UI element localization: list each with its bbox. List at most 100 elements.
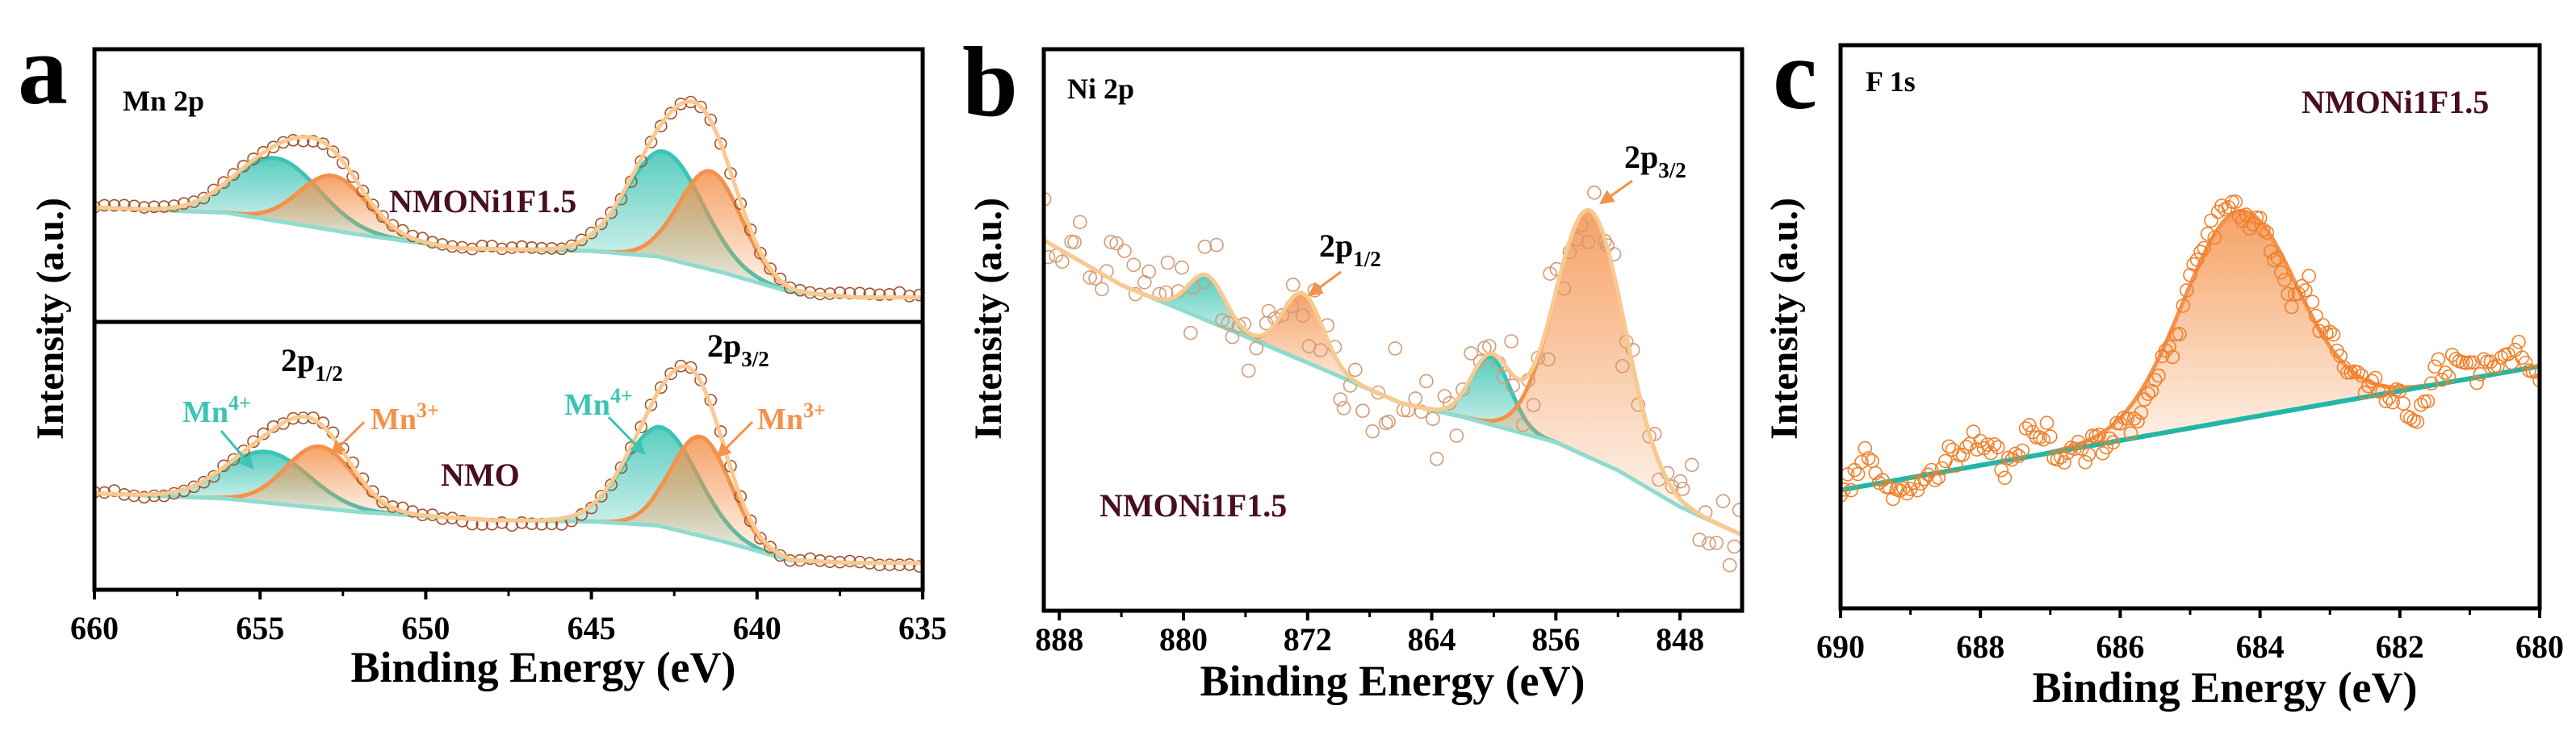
data-point [1215,313,1229,328]
data-point [1419,374,1434,389]
data-point [1295,308,1310,323]
data-point [1581,235,1596,249]
arrow-icon [330,420,366,456]
data-point [1952,448,1967,462]
data-point [1949,458,1963,473]
panel-a-mn3-right-label: Mn3+ [757,399,826,436]
x-tick-label: 856 [1531,621,1580,658]
data-point [2528,364,2540,379]
data-point [336,157,350,169]
data-point [2277,273,2292,287]
data-point [2448,352,2463,367]
data-point [1847,462,1862,478]
data-point [654,119,668,132]
data-point [764,541,777,554]
data-point [1221,315,1236,330]
arrow-icon [1599,179,1633,205]
data-point [1673,474,1688,489]
data-point [2431,352,2446,367]
data-point [1941,439,1956,454]
data-point [1976,441,1992,456]
data-point [1900,486,1915,501]
plot-frame [92,47,925,592]
data-point [2141,386,2155,402]
data-point [2179,283,2194,298]
panel-c-letter: c [1773,19,1817,130]
data-point [2469,375,2484,390]
arrow-icon [716,420,754,458]
data-point [1083,270,1097,285]
data-point [2351,365,2365,380]
x-tick-label: 688 [1956,629,2004,665]
data-point [1464,346,1478,361]
data-point [1515,417,1531,432]
data-point [1456,382,1470,397]
data-point [2151,368,2166,383]
data-point [863,287,877,301]
data-point [1587,186,1602,200]
data-point [2403,411,2418,425]
data-point [2476,352,2491,367]
data-point [2462,355,2478,370]
data-point [197,191,211,205]
data-point [644,136,658,148]
data-point [515,516,529,529]
arrow-icon [607,416,646,455]
data-point [1437,389,1452,403]
data-point [2326,327,2341,342]
data-point [2102,431,2117,446]
data-point [2039,416,2055,431]
data-point [2281,286,2295,302]
data-point [2273,265,2289,280]
data-point [1892,483,1908,499]
data-point [346,170,359,183]
data-point [2008,446,2023,461]
data-point [1709,536,1724,550]
data-point [1934,461,1950,476]
panel-b-ylabel: Intensity (a.u.) [967,198,1010,440]
panel-c-sample: NMONi1F1.5 [2302,84,2489,120]
envelope-curve [94,99,923,300]
panel-c-xlabel: Binding Energy (eV) [2032,663,2417,712]
data-point [1209,237,1224,253]
data-point [1615,358,1630,374]
data-point [694,100,707,114]
subplot-nmo [94,359,923,573]
panel-a-xlabel: Binding Energy (eV) [350,643,735,691]
data-point [1722,558,1737,573]
data-point [1727,539,1742,554]
data-point [595,490,608,503]
x-tick-label: 872 [1284,621,1332,658]
x-tick-label: 888 [1035,621,1083,658]
data-point [764,262,777,275]
data-point [2067,441,2082,457]
data-point [1910,482,1925,498]
data-point [2393,383,2407,399]
data-point [1160,255,1175,270]
data-point [2239,207,2254,222]
data-point [1381,414,1396,429]
data-point [584,226,598,240]
panel-a-ylabel: Intensity (a.u.) [29,198,72,440]
data-point [2242,221,2257,236]
data-point [386,219,400,232]
data-point [2511,334,2526,349]
panel-a-2p32-label: 2p3/2 [707,328,769,371]
data-point [2228,194,2243,209]
data-point [2134,405,2149,420]
data-point [595,217,608,231]
subplot-nmoni1f1-5 [1841,194,2540,507]
data-point [1426,411,1440,426]
data-point [1249,340,1264,356]
data-point [1482,339,1497,353]
data-point [2302,269,2316,283]
data-point [883,287,896,301]
data-point [1526,398,1541,412]
data-point [1371,385,1386,400]
panel-c: 690 688 686 684 682 680 c F 1s NMONi1F1.5 Int… [1763,19,2564,712]
data-point [664,367,677,381]
data-point [2441,369,2457,384]
data-point [1987,436,2002,452]
data-point [1907,475,1921,491]
